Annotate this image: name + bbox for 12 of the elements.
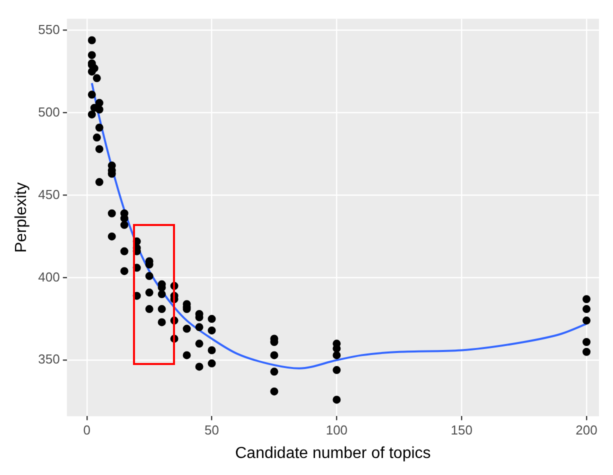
- y-axis-title: Perplexity: [13, 182, 30, 253]
- y-tick-label: 350: [38, 352, 60, 367]
- y-tick-label: 500: [38, 104, 60, 120]
- x-tick-label: 100: [326, 422, 348, 438]
- x-tick-label: 0: [83, 422, 90, 438]
- x-axis-title: Candidate number of topics: [235, 444, 431, 462]
- x-tick-label: 150: [450, 422, 472, 438]
- y-tick-label: 550: [38, 22, 60, 37]
- y-tick-label: 400: [38, 269, 60, 284]
- x-tick-label: 200: [576, 422, 598, 438]
- y-tick-label: 450: [38, 186, 60, 202]
- x-tick-label: 50: [204, 422, 220, 438]
